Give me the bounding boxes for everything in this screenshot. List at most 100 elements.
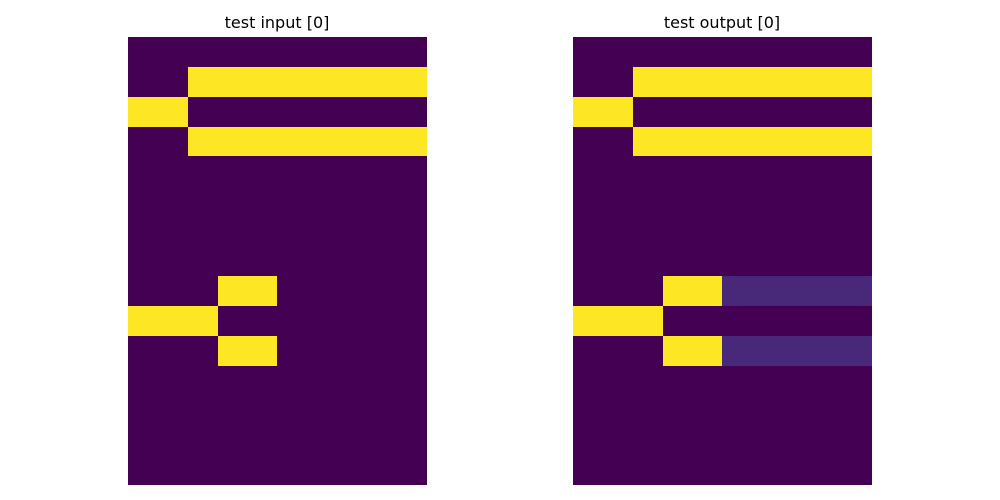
grid-cell — [217, 395, 248, 426]
grid-cell — [217, 335, 248, 366]
grid-cell — [842, 216, 872, 247]
grid-cell — [752, 246, 783, 276]
grid-cell — [812, 156, 843, 187]
grid-cell — [367, 156, 398, 187]
grid-cell — [217, 305, 248, 336]
grid-cell — [187, 425, 218, 456]
grid-cell — [662, 275, 693, 306]
grid-cell — [722, 37, 753, 67]
grid-cell — [632, 395, 663, 426]
grid-cell — [782, 305, 813, 336]
grid-cell — [602, 275, 633, 306]
grid-cell — [692, 156, 723, 187]
grid-cell — [662, 186, 693, 217]
grid-cell — [277, 66, 308, 97]
grid-cell — [128, 96, 158, 127]
grid-cell — [782, 156, 813, 187]
grid-cell — [752, 37, 783, 67]
grid-cell — [397, 425, 427, 456]
grid-cell — [307, 216, 338, 247]
grid-cell — [632, 246, 663, 276]
grid-cell — [692, 305, 723, 336]
grid-cell — [247, 216, 278, 247]
grid-cell — [337, 156, 368, 187]
grid-cell — [157, 305, 188, 336]
grid-cell — [307, 395, 338, 426]
grid-cell — [157, 425, 188, 456]
grid-cell — [367, 37, 398, 67]
grid-cell — [157, 365, 188, 396]
grid-cell — [217, 156, 248, 187]
panel-title-input: test input [0] — [224, 13, 330, 32]
grid-cell — [247, 275, 278, 306]
grid-cell — [307, 156, 338, 187]
grid-cell — [247, 305, 278, 336]
grid-cell — [662, 216, 693, 247]
grid-cell — [662, 365, 693, 396]
grid-cell — [842, 66, 872, 97]
grid-cell — [602, 425, 633, 456]
grid-cell — [812, 186, 843, 217]
grid-cell — [277, 275, 308, 306]
grid-cell — [128, 365, 158, 396]
grid-cell — [692, 335, 723, 366]
grid-cell — [602, 395, 633, 426]
grid-cell — [397, 335, 427, 366]
grid-cell — [573, 455, 603, 485]
grid-cell — [337, 216, 368, 247]
grid-cell — [128, 305, 158, 336]
grid-cell — [632, 37, 663, 67]
grid-cell — [157, 335, 188, 366]
grid-cell — [217, 216, 248, 247]
grid-cell — [752, 425, 783, 456]
grid-cell — [662, 246, 693, 276]
grid-cell — [602, 156, 633, 187]
grid-cell — [662, 425, 693, 456]
grid-cell — [722, 126, 753, 157]
grid-cell — [397, 395, 427, 426]
grid-cell — [573, 305, 603, 336]
grid-cell — [842, 425, 872, 456]
grid-cell — [367, 275, 398, 306]
grid-cell — [217, 66, 248, 97]
grid-cell — [692, 126, 723, 157]
grid-cell — [752, 275, 783, 306]
grid-cell — [722, 66, 753, 97]
grid-cell — [217, 96, 248, 127]
grid-cell — [187, 305, 218, 336]
grid-cell — [692, 395, 723, 426]
grid-cell — [812, 425, 843, 456]
grid-cell — [157, 37, 188, 67]
grid-cell — [662, 156, 693, 187]
grid-cell — [367, 216, 398, 247]
grid-cell — [277, 335, 308, 366]
grid-cell — [397, 66, 427, 97]
grid-cell — [397, 305, 427, 336]
grid-cell — [692, 455, 723, 485]
grid-cell — [842, 455, 872, 485]
grid-cell — [632, 66, 663, 97]
grid-cell — [752, 365, 783, 396]
grid-cell — [632, 455, 663, 485]
grid-cell — [632, 156, 663, 187]
grid-cell — [573, 156, 603, 187]
grid-cell — [367, 395, 398, 426]
grid-cell — [812, 305, 843, 336]
grid-cell — [337, 335, 368, 366]
grid-cell — [367, 246, 398, 276]
grid-cell — [157, 246, 188, 276]
grid-cell — [277, 246, 308, 276]
grid-cell — [722, 365, 753, 396]
grid-cell — [812, 455, 843, 485]
grid-cell — [573, 335, 603, 366]
grid-cell — [277, 186, 308, 217]
grid-cell — [247, 246, 278, 276]
grid-cell — [602, 216, 633, 247]
grid-cell — [307, 96, 338, 127]
grid-cell — [397, 96, 427, 127]
grid-cell — [157, 96, 188, 127]
grid-cell — [367, 335, 398, 366]
grid-cell — [752, 96, 783, 127]
grid-cell — [812, 365, 843, 396]
grid-cell — [722, 395, 753, 426]
